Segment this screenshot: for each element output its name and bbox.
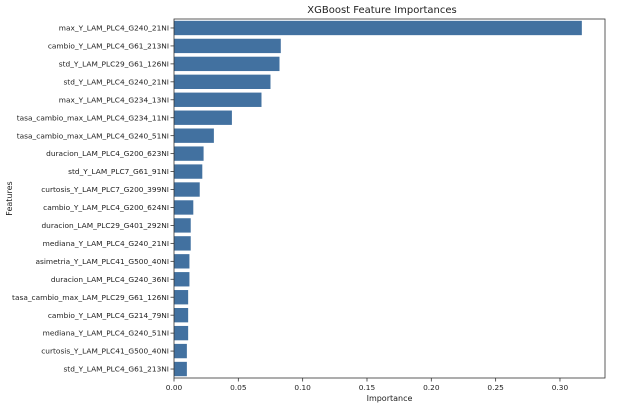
y-tick-label: duracion_LAM_PLC29_G401_292NI [41,221,169,230]
bar [174,200,194,215]
bar [174,182,200,197]
bar [174,74,271,89]
bars-group [174,20,582,377]
x-tick-label: 0.00 [166,383,183,392]
x-tick-label: 0.30 [552,383,569,392]
bar [174,343,187,359]
y-tick-label: mediana_Y_LAM_PLC4_G240_21NI [43,239,169,248]
x-tick-label: 0.15 [359,383,376,392]
y-tick-label: curtosis_Y_LAM_PLC7_G200_399NI [41,185,169,194]
bar [174,254,190,269]
y-tick-label: std_Y_LAM_PLC7_G61_91NI [68,167,169,176]
y-tick-label: cambio_Y_LAM_PLC4_G200_624NI [43,203,169,212]
y-tick-label: std_Y_LAM_PLC4_G240_21NI [63,77,169,86]
y-tick-label: cambio_Y_LAM_PLC4_G214_79NI [48,311,169,320]
x-tick-label: 0.20 [423,383,440,392]
bar [174,361,187,377]
bar [174,308,189,323]
bar [174,164,203,179]
bar [174,272,190,287]
bar [174,128,214,143]
bar [174,56,280,72]
y-tick-label: tasa_cambio_max_LAM_PLC29_G61_126NI [12,293,169,302]
bar [174,146,204,161]
bar [174,236,191,251]
y-tick-label: std_Y_LAM_PLC29_G61_126NI [59,59,169,68]
x-tick-label: 0.10 [294,383,311,392]
x-axis-ticks: 0.00 0.05 0.10 0.15 0.20 0.25 0.30 [166,378,569,392]
y-tick-label: asimetria_Y_LAM_PLC41_G500_40NI [36,257,170,266]
bar [174,110,232,125]
y-axis-label: Features [5,181,14,215]
y-tick-label: tasa_cambio_max_LAM_PLC4_G240_51NI [17,131,169,140]
y-tick-label: cambio_Y_LAM_PLC4_G61_213NI [48,42,169,51]
y-tick-label: max_Y_LAM_PLC4_G240_21NI [59,24,169,33]
y-tick-label: max_Y_LAM_PLC4_G234_13NI [59,95,169,104]
bar [174,325,189,341]
bar [174,20,582,36]
x-tick-label: 0.25 [487,383,504,392]
y-tick-label: duracion_LAM_PLC4_G240_36NI [51,275,169,284]
bar [174,38,281,54]
y-tick-labels: max_Y_LAM_PLC4_G240_21NI cambio_Y_LAM_PLC… [12,24,174,374]
chart-title: XGBoost Feature Importances [307,5,457,16]
bar [174,92,262,107]
y-tick-label: mediana_Y_LAM_PLC4_G240_51NI [43,329,169,338]
y-tick-label: duracion_LAM_PLC4_G200_623NI [46,149,169,158]
x-axis-label: Importance [367,394,413,403]
bar [174,290,189,305]
bar [174,218,191,233]
y-tick-label: tasa_cambio_max_LAM_PLC4_G234_11NI [17,113,169,122]
x-tick-label: 0.05 [230,383,247,392]
plot-frame [173,18,606,379]
y-tick-label: std_Y_LAM_PLC4_G61_213NI [63,365,169,374]
y-tick-label: curtosis_Y_LAM_PLC41_G500_40NI [41,347,169,356]
